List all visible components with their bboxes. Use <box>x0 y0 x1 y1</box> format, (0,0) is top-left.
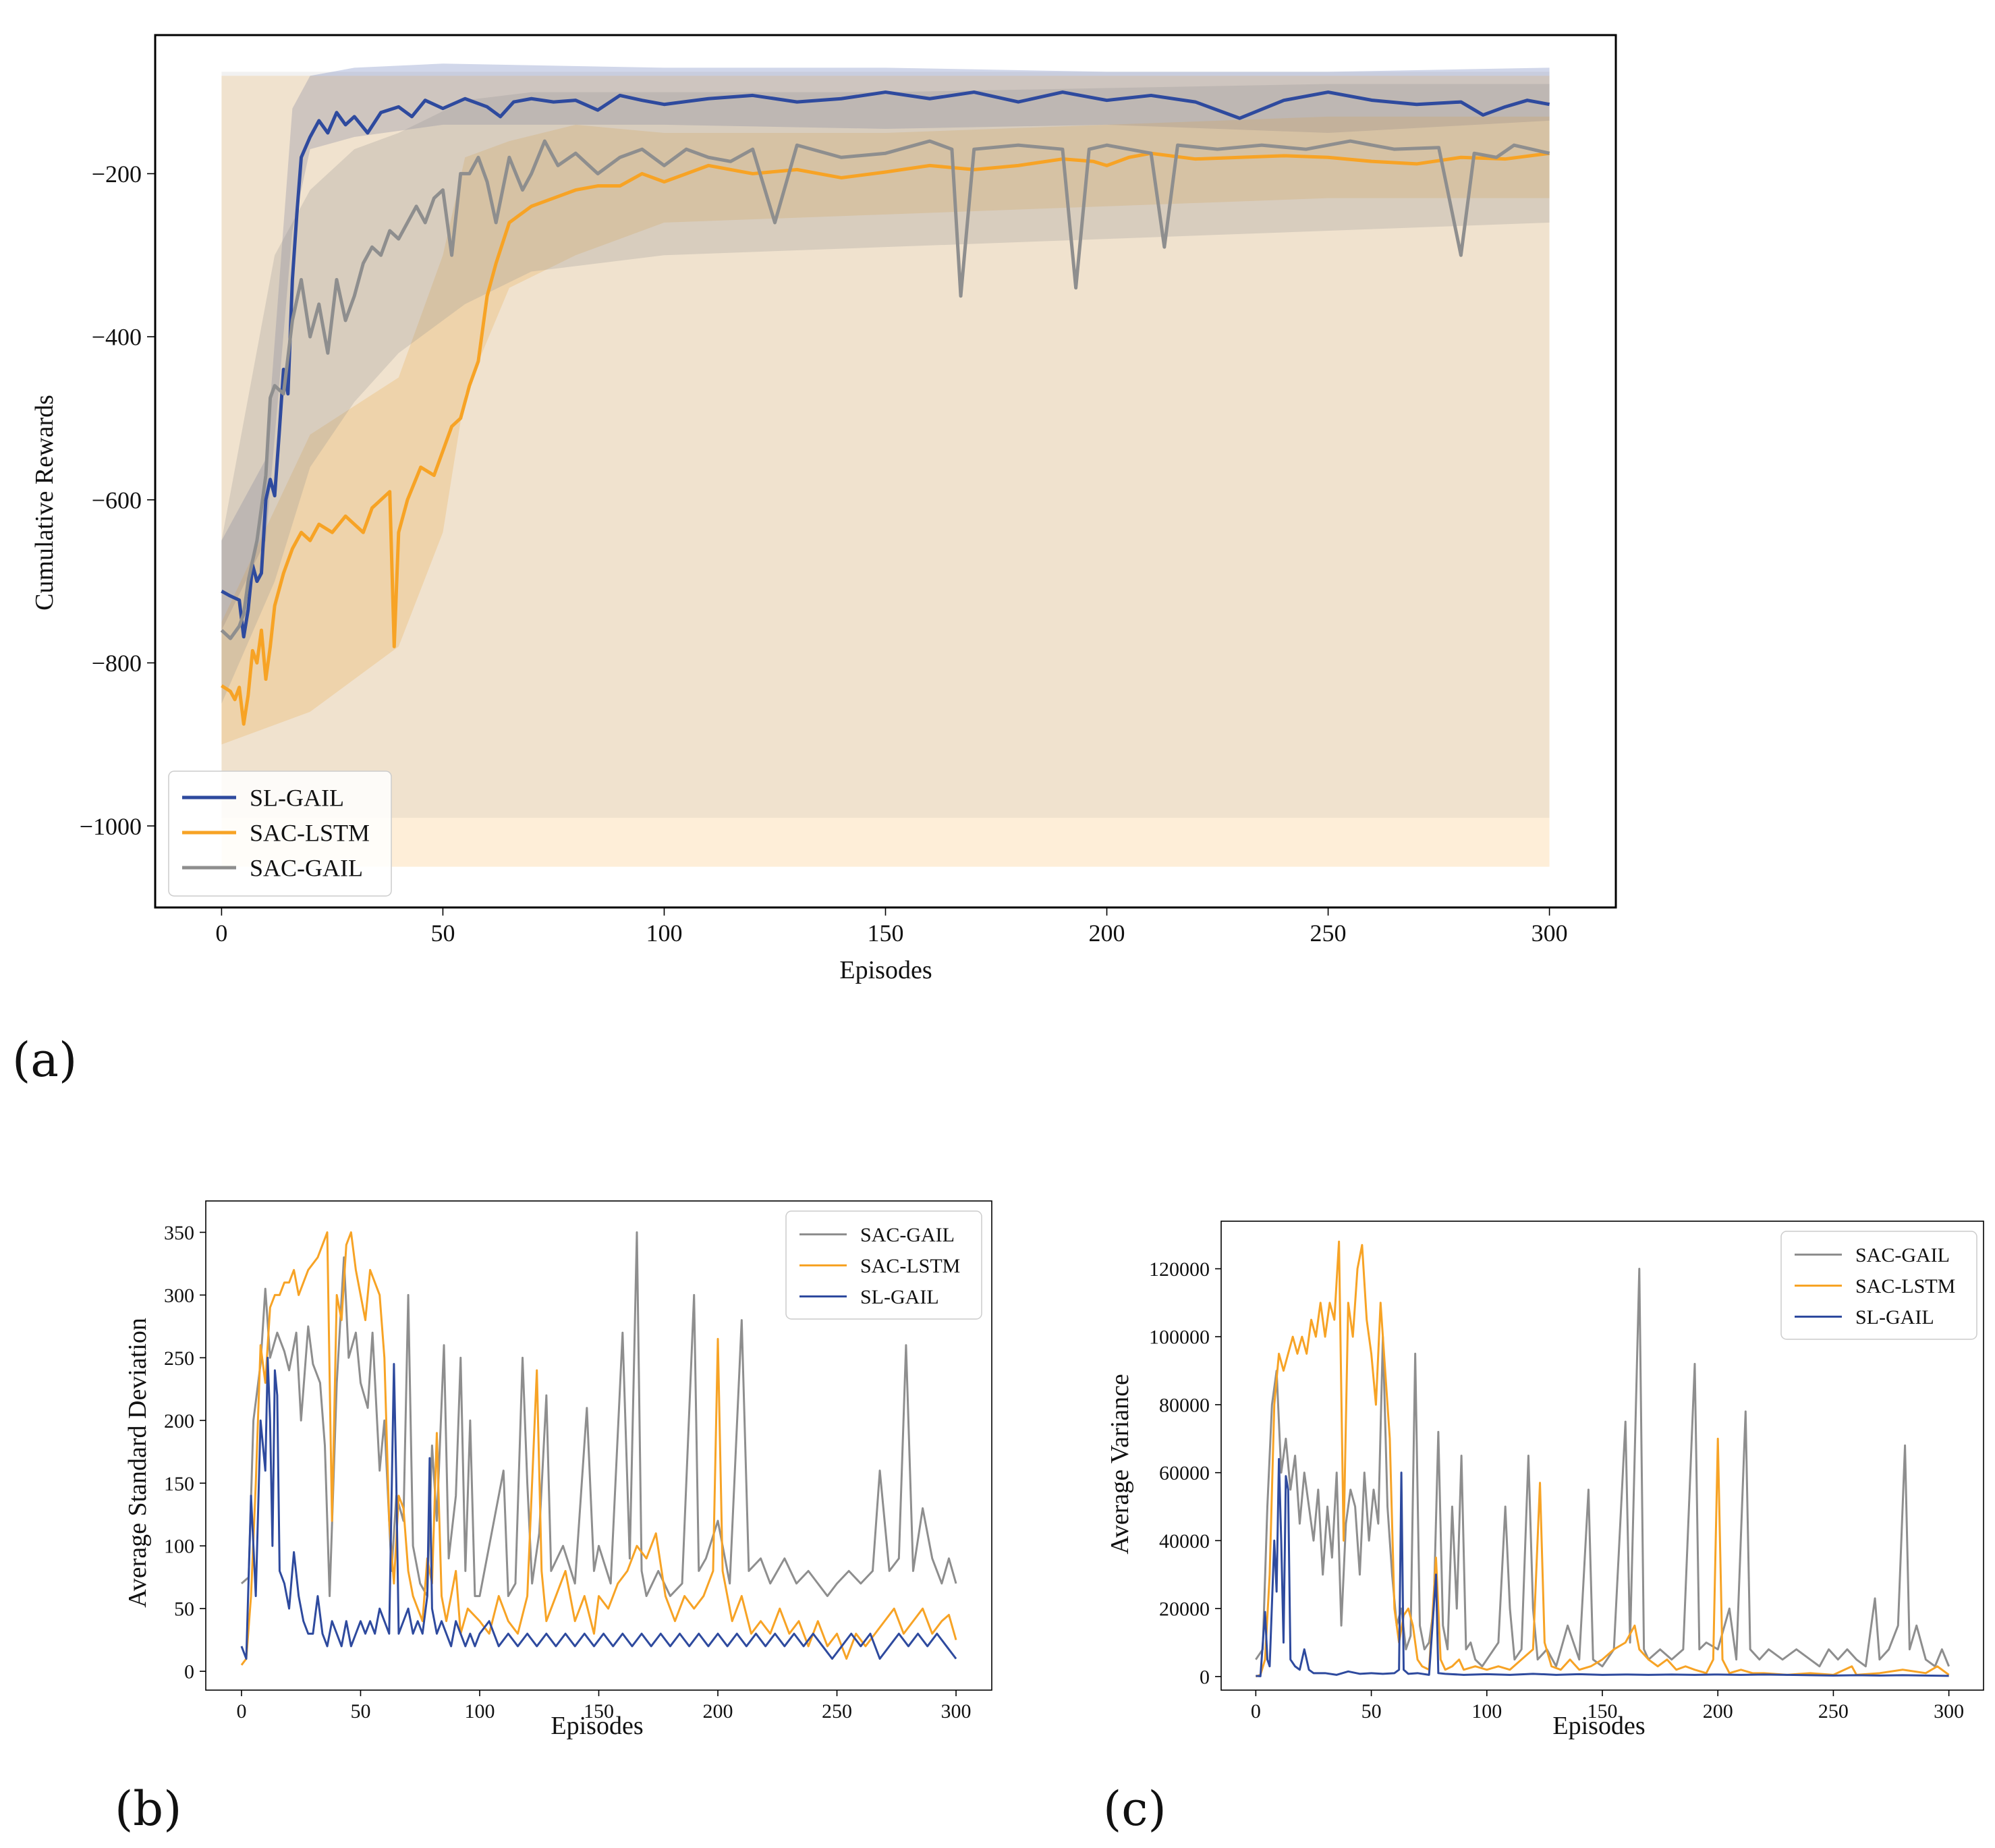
panel-b-y-axis-label: Average Standard Deviation <box>123 1318 152 1608</box>
panel-c-series-sac-gail <box>1255 1268 1950 1668</box>
panel-c-legend-box <box>1780 1231 1977 1340</box>
panel-a-series-group <box>220 63 1550 867</box>
panel-c-label: (c) <box>1103 1781 1167 1837</box>
panel-a-plot-area <box>220 63 1550 867</box>
panel-a-band-sl-gail-0 <box>221 63 1550 631</box>
panel-c-y-tick-label-3: 60000 <box>1159 1462 1210 1484</box>
panel-b-series-sac-lstm <box>240 1231 957 1666</box>
panel-b-x-tick-label-0: 0 <box>236 1700 246 1723</box>
panel-a-y-tick-label-2: −600 <box>92 486 142 513</box>
panel-a-legend: SL-GAIL SAC-LSTM SAC-GAIL <box>168 771 392 897</box>
panel-a-y-tick-label-1: −800 <box>92 650 142 677</box>
panel-b-label: (b) <box>115 1781 181 1837</box>
panel-a-band-sac-lstm-1 <box>221 76 1550 867</box>
panel-a-legend-label-sl-gail: SL-GAIL <box>250 785 344 812</box>
panel-a-axes: 0 50 100 150 200 250 300 −1000 −800 −600 −400 −200 <box>80 34 1617 947</box>
panel-b-y-tick-label-3: 150 <box>164 1473 194 1495</box>
panel-a-x-tick-label-150: 150 <box>868 920 904 947</box>
panel-b-x-tick-label-300: 300 <box>941 1700 972 1723</box>
panel-a-label: (a) <box>12 1032 77 1088</box>
panel-b-y-tick-label-6: 300 <box>164 1285 194 1307</box>
panel-c-x-tick-label-50: 50 <box>1361 1700 1382 1723</box>
panel-a-series-sac-gail <box>220 139 1550 640</box>
panel-b-legend-label-sl-gail: SL-GAIL <box>860 1286 939 1308</box>
panel-b: 0 50 100 150 200 250 300050100150200250300350 … <box>115 1200 992 1837</box>
panel-b-series-sl-gail <box>240 1356 957 1660</box>
panel-b-legend-label-sac-gail: SAC-GAIL <box>860 1224 955 1246</box>
panel-a-x-tick-label-0: 0 <box>215 920 227 947</box>
panel-a-y-tick-label-3: −400 <box>92 324 142 351</box>
panel-c-y-tick-label-4: 80000 <box>1159 1394 1210 1416</box>
panel-c-x-tick-label-100: 100 <box>1471 1700 1502 1723</box>
panel-a-series-sac-lstm <box>221 151 1550 726</box>
panel-b-y-tick-label-2: 100 <box>164 1536 194 1558</box>
panel-a-legend-label-sac-gail: SAC-GAIL <box>250 855 363 882</box>
panel-c-axes: 0 50 100 150 200 250 300 0 20000 40000 60000 80000 1… <box>1149 1221 1984 1723</box>
panel-c-y-tick-label-6: 120000 <box>1149 1258 1210 1281</box>
panel-a-x-axis-label: Episodes <box>839 956 932 984</box>
panel-a-y-axis-label: Cumulative Rewards <box>30 395 59 611</box>
panel-c-y-tick-label-5: 100000 <box>1149 1326 1210 1349</box>
panel-b-legend: SAC-GAIL SAC-LSTM SL-GAIL <box>785 1210 982 1320</box>
panel-b-y-tick-label-5: 250 <box>164 1347 194 1370</box>
panel-b-x-tick-label-100: 100 <box>464 1700 495 1723</box>
panel-c-y-tick-label-2: 40000 <box>1159 1530 1210 1552</box>
panel-b-x-tick-label-250: 250 <box>822 1700 852 1723</box>
panel-c-legend-label-sac-lstm: SAC-LSTM <box>1855 1275 1955 1297</box>
panel-a-legend-label-sac-lstm: SAC-LSTM <box>250 820 370 847</box>
panel-a-x-tick-label-300: 300 <box>1532 920 1568 947</box>
panel-b-legend-box <box>785 1210 982 1320</box>
panel-a-legend-box <box>168 771 392 897</box>
panel-c-y-tick-label-1: 20000 <box>1159 1598 1210 1621</box>
panel-a-x-tick-label-100: 100 <box>646 920 682 947</box>
panel-b-axes: 0 50 100 150 200 250 300 0 50 100 150 200 250 300 350 <box>164 1200 992 1723</box>
panel-c-legend-label-sac-gail: SAC-GAIL <box>1855 1244 1950 1266</box>
panel-c-series-group <box>1255 1240 1950 1678</box>
panel-c-y-tick-label-0: 0 <box>1200 1666 1210 1688</box>
panel-b-y-tick-label-1: 50 <box>174 1598 194 1621</box>
panel-a-band-sac-gail-3 <box>221 72 1550 818</box>
panel-c: 0 50 100 150 200 250 300 0 20000 40000 60000 80000 1… <box>1103 1221 1984 1837</box>
panel-c-x-tick-label-0: 0 <box>1251 1700 1261 1723</box>
panel-c-x-axis-label: Episodes <box>1552 1712 1645 1740</box>
panel-c-x-tick-label-150: 150 <box>1587 1700 1618 1723</box>
panel-c-legend-label-sl-gail: SL-GAIL <box>1855 1306 1934 1328</box>
panel-a-x-tick-label-50: 50 <box>430 920 455 947</box>
panel-c-x-tick-label-200: 200 <box>1703 1700 1733 1723</box>
panel-b-x-tick-label-150: 150 <box>584 1700 614 1723</box>
panel-b-y-tick-label-4: 200 <box>164 1410 194 1432</box>
panel-b-y-tick-label-7: 350 <box>164 1222 194 1244</box>
panel-a-band-sac-gail-4 <box>221 84 1550 704</box>
panel-a-x-tick-label-200: 200 <box>1089 920 1125 947</box>
panel-b-y-tick-label-0: 0 <box>184 1661 194 1683</box>
panel-b-legend-label-sac-lstm: SAC-LSTM <box>860 1255 960 1277</box>
panel-c-plot-area <box>1255 1240 1950 1678</box>
panel-c-series-sac-lstm <box>1255 1240 1950 1678</box>
panel-a-series-sl-gail <box>221 90 1550 639</box>
panel-a-band-sac-lstm-2 <box>221 116 1550 745</box>
panel-b-series-group <box>240 1231 957 1666</box>
panel-a-x-tick-label-250: 250 <box>1310 920 1347 947</box>
panel-c-legend: SAC-GAIL SAC-LSTM SL-GAIL <box>1780 1231 1977 1340</box>
panel-b-x-axis-label: Episodes <box>551 1712 643 1740</box>
panel-a-y-tick-label-4: −200 <box>92 161 142 188</box>
panel-a-y-tick-label-0: −1000 <box>80 813 142 840</box>
panel-c-x-tick-label-300: 300 <box>1934 1700 1964 1723</box>
panel-a: 0 50 100 150 200 250 300−1000−800−600−400−200 … <box>12 34 1617 1088</box>
panel-b-plot-area <box>240 1231 957 1666</box>
panel-c-x-tick-label-250: 250 <box>1818 1700 1849 1723</box>
panel-b-x-tick-label-200: 200 <box>703 1700 733 1723</box>
panel-b-x-tick-label-50: 50 <box>350 1700 370 1723</box>
panel-c-series-sl-gail <box>1256 1458 1949 1677</box>
panel-c-y-axis-label: Average Variance <box>1106 1374 1134 1555</box>
